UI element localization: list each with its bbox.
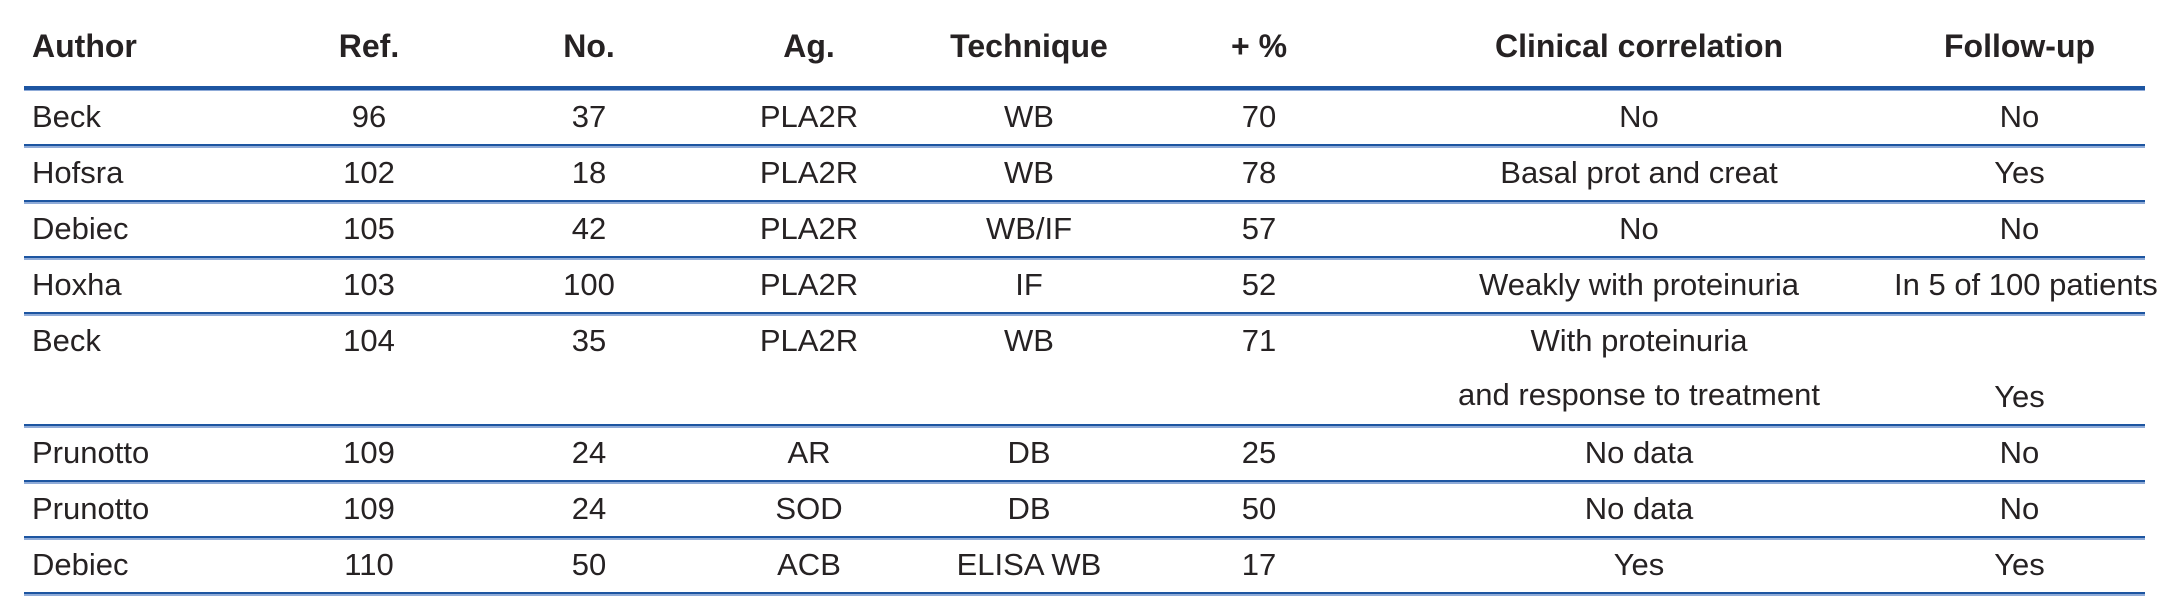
cell-follow-up: Yes (1894, 314, 2145, 426)
cell-clinical-correlation: No data (1384, 482, 1894, 538)
cell-ag: SOD (694, 482, 924, 538)
cell-no: 42 (484, 202, 694, 258)
column-header-ref: Ref. (254, 6, 484, 90)
cell-technique: WB (924, 146, 1134, 202)
cell-clinical-correlation: No (1384, 90, 1894, 146)
cell-follow-up: In 5 of 100 patients (1894, 258, 2158, 314)
cell-ag: ACB (694, 538, 924, 594)
column-header-author: Author (24, 6, 254, 90)
table-row: Hofsra 102 18 PLA2R WB 78 Basal prot and… (24, 146, 2145, 202)
table-row: Beck 96 37 PLA2R WB 70 No No (24, 90, 2145, 146)
cell-no: 50 (484, 538, 694, 594)
cell-author: Beck (24, 314, 254, 426)
table-row: Debiec 110 50 ACB ELISA WB 17 Yes Yes (24, 538, 2145, 594)
table-row: Beck 104 35 PLA2R WB 71 With proteinuria… (24, 314, 2145, 426)
cell-author: Hoxha (24, 258, 254, 314)
cell-follow-up: No (1894, 202, 2145, 258)
cell-no: 24 (484, 426, 694, 482)
column-header-positive-percent: + % (1134, 6, 1384, 90)
cell-author: Debiec (24, 538, 254, 594)
column-header-no: No. (484, 6, 694, 90)
header-row: Author Ref. No. Ag. Technique + % Clinic… (24, 6, 2145, 90)
column-header-ag: Ag. (694, 6, 924, 90)
cell-technique: WB/IF (924, 202, 1134, 258)
cell-follow-up: No (1894, 482, 2145, 538)
cell-technique: IF (924, 258, 1134, 314)
cell-ref: 110 (254, 538, 484, 594)
cell-clinical-correlation: Weakly with proteinuria (1384, 258, 1894, 314)
cell-technique: WB (924, 90, 1134, 146)
cell-ref: 105 (254, 202, 484, 258)
cell-no: 100 (484, 258, 694, 314)
cell-no: 24 (484, 482, 694, 538)
table-body: Beck 96 37 PLA2R WB 70 No No Hofsra 102 … (24, 90, 2158, 594)
cell-follow-up: No (1894, 90, 2145, 146)
table-row: Prunotto 109 24 AR DB 25 No data No (24, 426, 2145, 482)
cell-positive-percent: 57 (1134, 202, 1384, 258)
cell-ag: PLA2R (694, 314, 924, 426)
cell-author: Prunotto (24, 482, 254, 538)
cell-ag: PLA2R (694, 258, 924, 314)
table-header: Author Ref. No. Ag. Technique + % Clinic… (24, 6, 2145, 90)
cell-ref: 103 (254, 258, 484, 314)
cell-ag: PLA2R (694, 146, 924, 202)
column-header-follow-up: Follow-up (1894, 6, 2145, 90)
cell-ag: PLA2R (694, 202, 924, 258)
cell-author: Beck (24, 90, 254, 146)
column-header-technique: Technique (924, 6, 1134, 90)
cell-ref: 104 (254, 314, 484, 426)
cell-technique: DB (924, 426, 1134, 482)
cell-author: Prunotto (24, 426, 254, 482)
table-row: Prunotto 109 24 SOD DB 50 No data No (24, 482, 2145, 538)
cell-positive-percent: 78 (1134, 146, 1384, 202)
cell-ref: 96 (254, 90, 484, 146)
cell-author: Hofsra (24, 146, 254, 202)
cell-positive-percent: 70 (1134, 90, 1384, 146)
cell-positive-percent: 52 (1134, 258, 1384, 314)
cell-technique: ELISA WB (924, 538, 1134, 594)
table-row: Hoxha 103 100 PLA2R IF 52 Weakly with pr… (24, 258, 2158, 314)
cell-no: 18 (484, 146, 694, 202)
cell-follow-up: No (1894, 426, 2145, 482)
cell-clinical-correlation: No data (1384, 426, 1894, 482)
cell-ref: 109 (254, 482, 484, 538)
cell-ref: 102 (254, 146, 484, 202)
column-header-clinical-correlation: Clinical correlation (1384, 6, 1894, 90)
cell-positive-percent: 71 (1134, 314, 1384, 426)
cell-ag: AR (694, 426, 924, 482)
cell-technique: WB (924, 314, 1134, 426)
cell-clinical-correlation: No (1384, 202, 1894, 258)
antibody-studies-table: Author Ref. No. Ag. Technique + % Clinic… (24, 6, 2158, 594)
cell-clinical-correlation: Basal prot and creat (1384, 146, 1894, 202)
cell-ag: PLA2R (694, 90, 924, 146)
cell-follow-up: Yes (1894, 538, 2145, 594)
cell-no: 35 (484, 314, 694, 426)
cell-clinical-correlation: With proteinuria and response to treatme… (1384, 314, 1894, 426)
cell-positive-percent: 17 (1134, 538, 1384, 594)
cell-ref: 109 (254, 426, 484, 482)
cell-positive-percent: 25 (1134, 426, 1384, 482)
cell-technique: DB (924, 482, 1134, 538)
cell-clinical-correlation: Yes (1384, 538, 1894, 594)
table-row: Debiec 105 42 PLA2R WB/IF 57 No No (24, 202, 2145, 258)
cell-no: 37 (484, 90, 694, 146)
cell-follow-up: Yes (1894, 146, 2145, 202)
cell-positive-percent: 50 (1134, 482, 1384, 538)
cell-author: Debiec (24, 202, 254, 258)
